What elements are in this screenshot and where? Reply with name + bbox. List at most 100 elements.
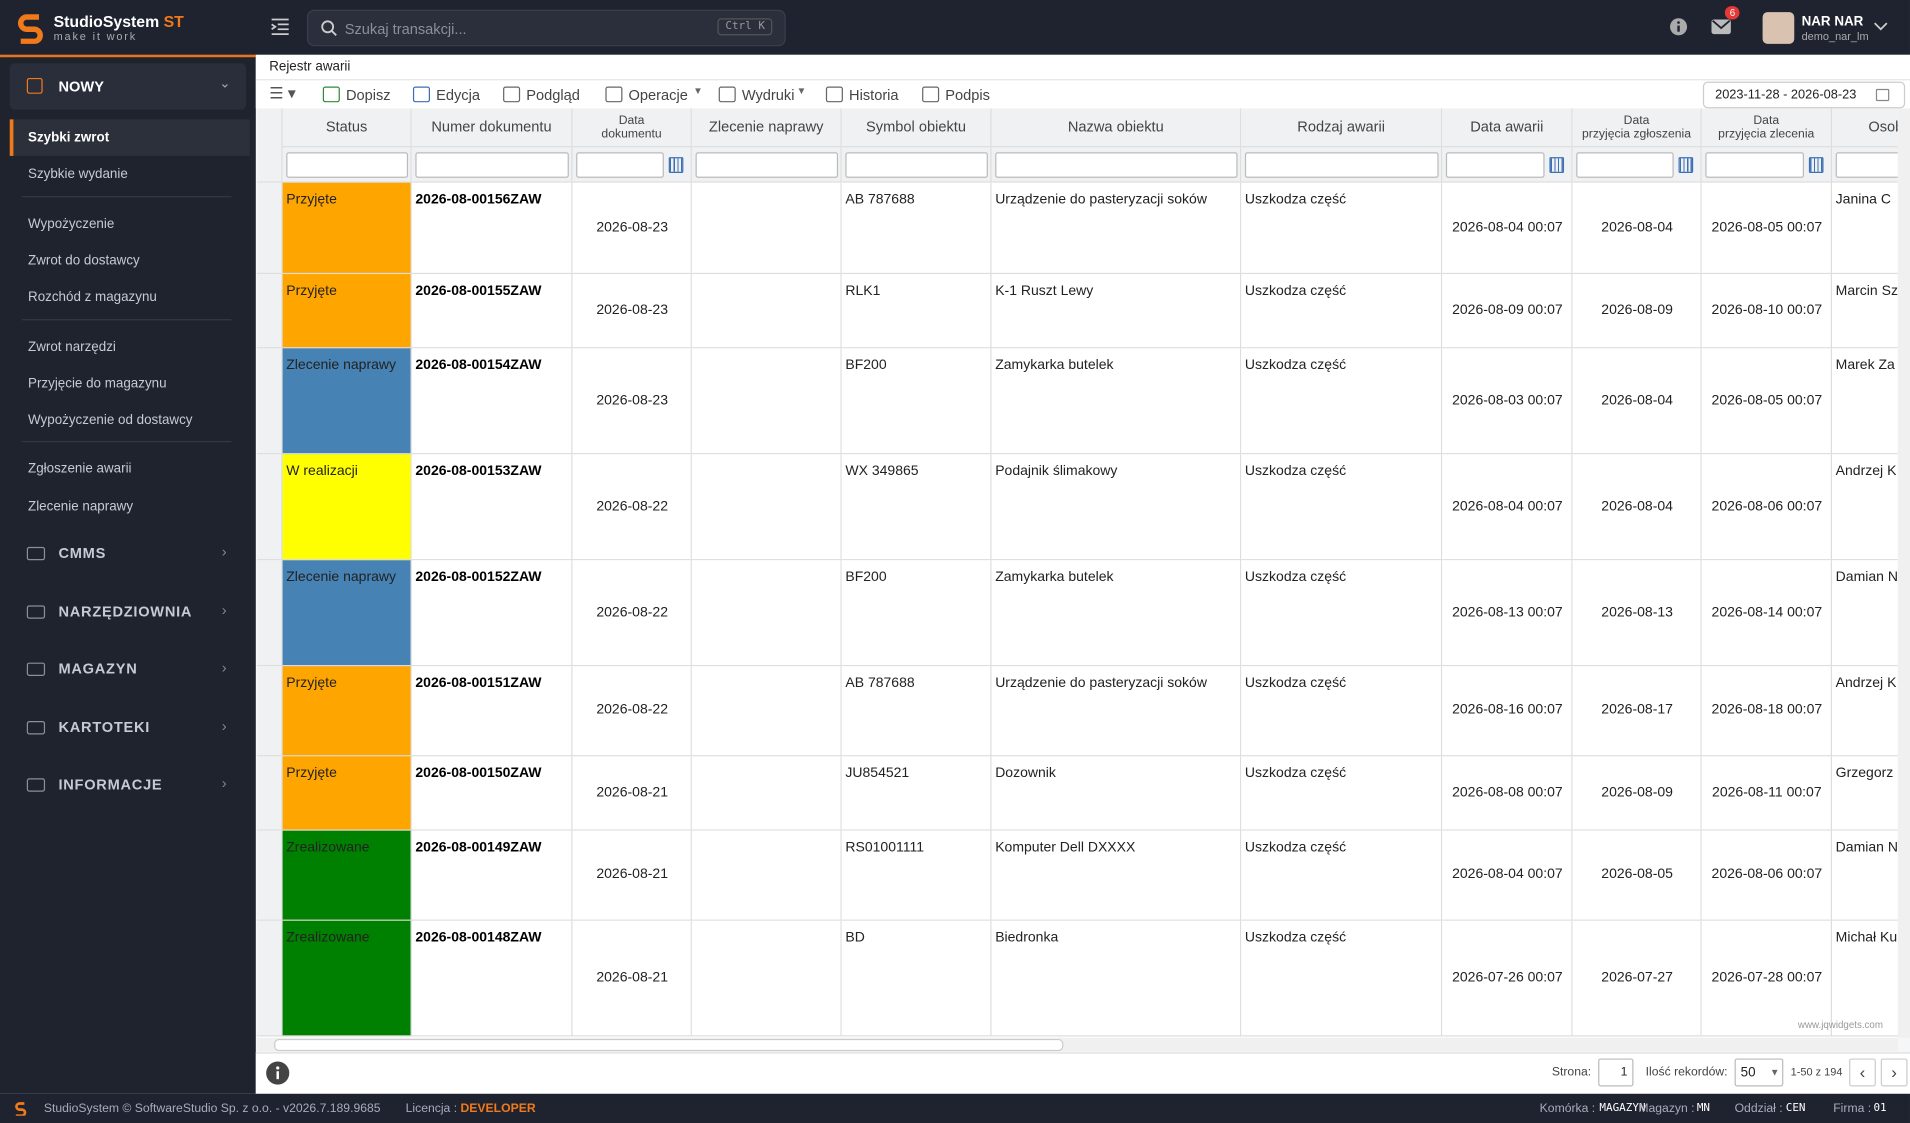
user-menu-arrow[interactable] xyxy=(1873,22,1888,32)
horizontal-scrollbar[interactable] xyxy=(257,1037,1898,1052)
column-header[interactable]: Numer dokumentu xyxy=(411,108,573,148)
table-cell[interactable]: Dozownik xyxy=(991,756,1242,831)
column-header[interactable]: Zlecenie naprawy xyxy=(691,108,842,148)
table-cell[interactable]: 2026-08-00156ZAW xyxy=(411,182,573,275)
calendar-button[interactable] xyxy=(668,157,684,173)
section-title[interactable]: MAGAZYN xyxy=(58,660,138,678)
table-cell[interactable]: 2026-08-05 xyxy=(1572,830,1702,921)
table-cell[interactable]: BF200 xyxy=(841,560,992,667)
table-cell[interactable]: Zlecenie naprawy xyxy=(282,348,412,455)
table-cell[interactable]: Zamykarka butelek xyxy=(991,560,1242,667)
table-cell[interactable]: AB 787688 xyxy=(841,182,992,275)
table-cell[interactable]: 2026-08-21 xyxy=(572,830,692,921)
table-cell[interactable] xyxy=(691,920,842,1037)
table-cell[interactable]: Urządzenie do pasteryzacji soków xyxy=(991,182,1242,275)
legend-info-icon[interactable] xyxy=(266,1061,290,1085)
table-cell[interactable]: 2026-08-23 xyxy=(572,348,692,455)
table-cell[interactable]: Damian N xyxy=(1832,560,1898,667)
menu-item[interactable]: Zlecenie naprawy xyxy=(28,498,134,514)
table-cell[interactable]: 2026-08-10 00:07 xyxy=(1701,274,1833,349)
table-cell[interactable]: Urządzenie do pasteryzacji soków xyxy=(991,666,1242,757)
table-cell[interactable]: WX 349865 xyxy=(841,454,992,561)
date-range[interactable]: 2023-11-28 - 2026-08-23 xyxy=(1702,81,1906,109)
table-cell[interactable]: 2026-08-04 00:07 xyxy=(1442,182,1573,275)
table-cell[interactable]: 2026-08-11 00:07 xyxy=(1701,756,1833,831)
column-header[interactable]: Rodzaj awarii xyxy=(1241,108,1443,148)
menu-item[interactable]: Zgłoszenie awarii xyxy=(28,462,132,477)
table-cell[interactable]: 2026-08-13 xyxy=(1572,560,1702,667)
page-input[interactable]: 1 xyxy=(1598,1058,1634,1087)
table-cell[interactable]: 2026-08-03 00:07 xyxy=(1442,348,1573,455)
table-cell[interactable]: RLK1 xyxy=(841,274,992,349)
table-cell[interactable]: 2026-08-18 00:07 xyxy=(1701,666,1833,757)
filter-input[interactable] xyxy=(1445,152,1545,178)
column-header[interactable]: Nazwa obiektu xyxy=(991,108,1242,148)
search-box[interactable]: Szukaj transakcji... Ctrl K xyxy=(306,9,786,47)
menu-item[interactable]: Zwrot do dostawcy xyxy=(28,253,140,268)
table-cell[interactable]: Uszkodza część xyxy=(1241,182,1443,275)
filter-input[interactable] xyxy=(1835,152,1898,178)
menu-item[interactable]: Szybkie wydanie xyxy=(28,167,128,182)
filter-input[interactable] xyxy=(1705,152,1805,178)
table-cell[interactable]: 2026-08-00148ZAW xyxy=(411,920,573,1037)
section-title[interactable]: INFORMACJE xyxy=(58,775,163,793)
table-cell[interactable]: Uszkodza część xyxy=(1241,560,1443,667)
table-cell[interactable]: 2026-08-22 xyxy=(572,666,692,757)
table-cell[interactable]: Andrzej K xyxy=(1832,666,1898,757)
table-cell[interactable]: Uszkodza część xyxy=(1241,830,1443,921)
filter-input[interactable] xyxy=(576,152,664,178)
table-cell[interactable]: Michał Ku xyxy=(1832,920,1898,1037)
table-cell[interactable] xyxy=(691,454,842,561)
table-cell[interactable]: 2026-08-00155ZAW xyxy=(411,274,573,349)
table-cell[interactable]: BF200 xyxy=(841,348,992,455)
column-header[interactable]: Data przyjęcia zlecenia xyxy=(1701,108,1833,148)
table-cell[interactable]: 2026-08-00150ZAW xyxy=(411,756,573,831)
menu-item[interactable]: Szybki zwrot xyxy=(28,130,110,145)
table-cell[interactable]: 2026-08-05 00:07 xyxy=(1701,182,1833,275)
toolbar-button[interactable]: Podpis xyxy=(945,86,990,104)
table-cell[interactable]: 2026-08-04 00:07 xyxy=(1442,454,1573,561)
table-cell[interactable]: 2026-08-08 00:07 xyxy=(1442,756,1573,831)
filter-input[interactable] xyxy=(1576,152,1674,178)
table-cell[interactable]: 2026-08-17 xyxy=(1572,666,1702,757)
table-cell[interactable]: Uszkodza część xyxy=(1241,274,1443,349)
table-cell[interactable]: 2026-08-05 00:07 xyxy=(1701,348,1833,455)
toolbar-button[interactable]: Podgląd xyxy=(526,86,580,104)
records-select[interactable]: 50 ▼ xyxy=(1734,1058,1784,1087)
table-cell[interactable]: 2026-08-22 xyxy=(572,454,692,561)
table-cell[interactable]: 2026-08-00152ZAW xyxy=(411,560,573,667)
section-title[interactable]: KARTOTEKI xyxy=(58,718,151,736)
table-cell[interactable]: Marek Za xyxy=(1832,348,1898,455)
table-cell[interactable] xyxy=(691,756,842,831)
table-cell[interactable]: Uszkodza część xyxy=(1241,756,1443,831)
column-header[interactable]: Osoba xyxy=(1832,108,1898,148)
table-cell[interactable]: 2026-08-23 xyxy=(572,182,692,275)
table-cell[interactable]: Zrealizowane xyxy=(282,920,412,1037)
table-cell[interactable]: 2026-08-21 xyxy=(572,920,692,1037)
table-cell[interactable] xyxy=(691,182,842,275)
calendar-button[interactable] xyxy=(1808,157,1824,173)
table-cell[interactable] xyxy=(691,274,842,349)
table-cell[interactable]: 2026-08-16 00:07 xyxy=(1442,666,1573,757)
toolbar-button[interactable]: Operacje xyxy=(628,86,688,104)
table-cell[interactable]: RS01001111 xyxy=(841,830,992,921)
table-cell[interactable]: 2026-08-23 xyxy=(572,274,692,349)
section-title[interactable]: NARZĘDZIOWNIA xyxy=(58,602,193,620)
toolbar-button[interactable]: Edycja xyxy=(436,86,480,104)
table-cell[interactable]: 2026-08-00154ZAW xyxy=(411,348,573,455)
column-header[interactable]: Data dokumentu xyxy=(572,108,692,148)
table-cell[interactable]: 2026-07-27 xyxy=(1572,920,1702,1037)
table-cell[interactable]: AB 787688 xyxy=(841,666,992,757)
table-cell[interactable]: Uszkodza część xyxy=(1241,454,1443,561)
table-cell[interactable]: Komputer Dell DXXXX xyxy=(991,830,1242,921)
table-cell[interactable]: 2026-08-00153ZAW xyxy=(411,454,573,561)
table-cell[interactable] xyxy=(691,348,842,455)
next-page[interactable]: › xyxy=(1880,1058,1908,1087)
column-header[interactable]: Symbol obiektu xyxy=(841,108,992,148)
prev-page[interactable]: ‹ xyxy=(1849,1058,1876,1087)
filter-input[interactable] xyxy=(286,152,409,178)
table-cell[interactable]: 2026-08-04 xyxy=(1572,454,1702,561)
calendar-button[interactable] xyxy=(1549,157,1565,173)
vertical-scrollbar[interactable] xyxy=(1897,108,1910,1038)
avatar[interactable] xyxy=(1762,12,1795,44)
